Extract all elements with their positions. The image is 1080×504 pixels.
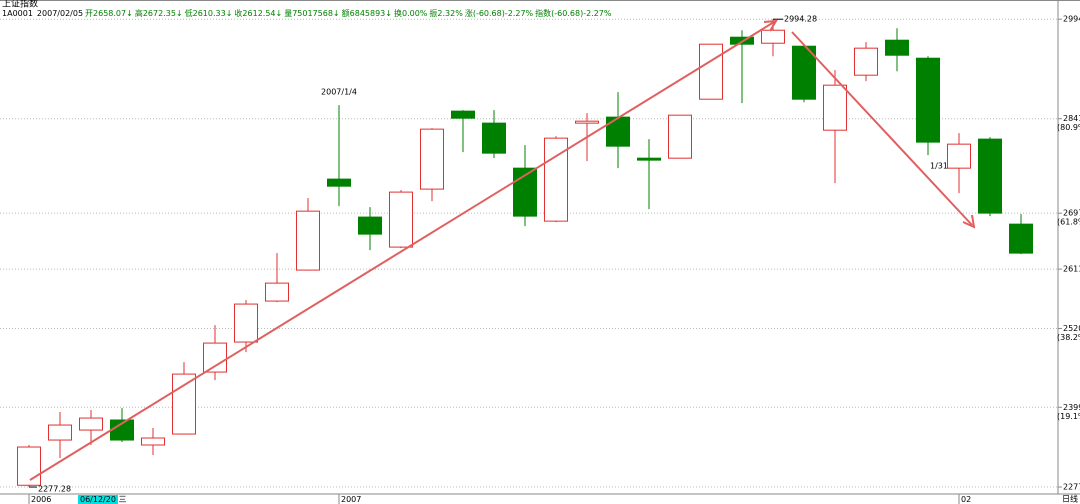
candle-body bbox=[172, 373, 196, 435]
info-item: 2007/02/05 bbox=[37, 9, 83, 18]
y-tick-label: 2994.3 bbox=[1063, 15, 1080, 24]
y-tick-ratio: (19.1%) bbox=[1057, 412, 1080, 421]
info-item: 高2672.35↓ bbox=[135, 8, 183, 18]
candle-body bbox=[48, 424, 72, 441]
info-item: 额6845893↓ bbox=[342, 8, 392, 18]
candle-body bbox=[978, 138, 1002, 214]
y-tick-label: 2399.5 bbox=[1063, 403, 1080, 412]
candle-body bbox=[1009, 223, 1033, 254]
info-item: 量75017568↓ bbox=[284, 9, 339, 18]
y-tick-label: 2841.8 bbox=[1063, 114, 1080, 123]
candle-body bbox=[854, 47, 878, 76]
candle-body bbox=[234, 303, 258, 343]
candle-body bbox=[668, 114, 692, 159]
candle-body bbox=[296, 210, 320, 271]
info-item: 收2612.54↓ bbox=[234, 8, 282, 18]
candle-body bbox=[420, 128, 444, 190]
candle-body bbox=[947, 143, 971, 169]
candle-body bbox=[17, 446, 41, 486]
info-item: 1A0001 bbox=[2, 9, 33, 18]
annotation: 1/31 bbox=[930, 162, 948, 171]
candle-body bbox=[916, 57, 940, 143]
y-tick-label: 2611.3 bbox=[1063, 265, 1080, 274]
info-item: 振2.32% bbox=[429, 8, 463, 18]
x-tick-label: 2007 bbox=[341, 495, 361, 504]
candle-body bbox=[513, 167, 537, 217]
candle-body bbox=[451, 110, 475, 119]
period-label: 日线 bbox=[1062, 494, 1078, 504]
trend-line bbox=[791, 31, 973, 226]
candle-body bbox=[637, 157, 661, 161]
candle-body bbox=[327, 178, 351, 187]
candle-body bbox=[265, 282, 289, 302]
info-line: 1A0001 2007/02/05 开2658.07↓ 高2672.35↓ 低2610.… bbox=[2, 8, 612, 18]
cursor-box bbox=[78, 495, 118, 504]
trend-arrows bbox=[29, 19, 976, 481]
chart-title: 上证指数 bbox=[2, 0, 38, 10]
annotation: 2007/1/4 bbox=[321, 88, 357, 97]
info-item: 低2610.33↓ bbox=[185, 8, 233, 18]
y-tick-ratio: (38.2%) bbox=[1057, 333, 1080, 342]
trend-line bbox=[29, 21, 775, 481]
candle-body bbox=[823, 84, 847, 131]
cursor-date: 06/12/20 三 bbox=[80, 495, 126, 504]
y-tick-label: 2277.3 bbox=[1063, 483, 1080, 492]
annotation: 2277.28 bbox=[38, 485, 71, 494]
x-tick-label: 2006 bbox=[31, 495, 51, 504]
arrow-head bbox=[763, 19, 778, 32]
candles: 2007/1/4 2994.28 2277.28 1/31 bbox=[17, 15, 1033, 494]
candle-body bbox=[606, 116, 630, 147]
info-item: 换0.00% bbox=[394, 8, 428, 18]
info-item: 指数(-60.68)-2.27% bbox=[535, 8, 612, 18]
candle-body bbox=[482, 122, 506, 154]
candle-body bbox=[389, 191, 413, 248]
info-text: 1A0001 2007/02/05 开2658.07↓ 高2672.35↓ 低2610.… bbox=[2, 8, 612, 18]
candle-body bbox=[761, 29, 785, 44]
y-tick-label: 2697.0 bbox=[1063, 209, 1080, 218]
info-item: 涨(-60.68)-2.27% bbox=[465, 8, 534, 18]
candle-body bbox=[141, 437, 165, 446]
candle-body bbox=[358, 216, 382, 235]
candle-body bbox=[79, 417, 103, 431]
candle-body bbox=[575, 120, 599, 124]
arrow-head bbox=[962, 214, 976, 229]
y-tick-ratio: (61.8%) bbox=[1057, 218, 1080, 227]
info-item: 开2658.07↓ bbox=[85, 9, 133, 18]
y-tick-label: 2520.3 bbox=[1063, 324, 1080, 333]
y-tick-ratio: (80.9%) bbox=[1057, 123, 1080, 132]
candle-body bbox=[699, 43, 723, 100]
candle-body bbox=[203, 342, 227, 373]
x-tick-label: 02 bbox=[961, 495, 971, 504]
candle-body bbox=[885, 39, 909, 56]
annotation: 2994.28 bbox=[784, 15, 817, 24]
